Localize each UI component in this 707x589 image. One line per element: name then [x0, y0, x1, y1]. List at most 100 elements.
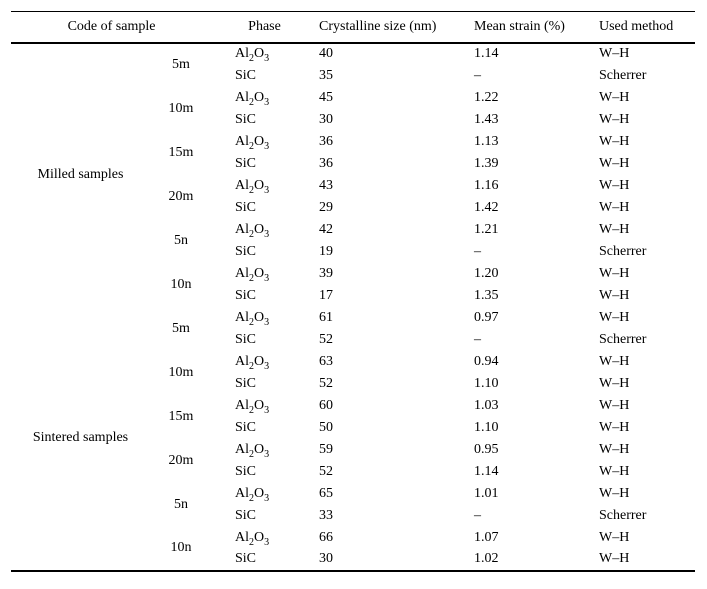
size-cell: 29: [319, 199, 333, 215]
table-row: SiC 36 1.39 W–H: [11, 153, 695, 175]
size-cell: 36: [319, 133, 333, 149]
phase-cell: Al2O3: [235, 309, 270, 328]
strain-cell: –: [474, 331, 481, 347]
size-cell: 52: [319, 375, 333, 391]
size-cell: 61: [319, 309, 333, 325]
size-cell: 17: [319, 287, 333, 303]
method-cell: W–H: [599, 419, 630, 435]
table-row: SiC 29 1.42 W–H: [11, 197, 695, 219]
size-cell: 43: [319, 177, 333, 193]
table-row: SiC 30 1.02 W–H: [11, 549, 695, 571]
strain-cell: 1.22: [474, 89, 499, 105]
strain-cell: 1.02: [474, 551, 499, 566]
strain-cell: 0.95: [474, 441, 499, 457]
sample-code: 20m: [168, 452, 194, 468]
table-row: SiC 17 1.35 W–H: [11, 285, 695, 307]
phase-cell: Al2O3: [235, 529, 270, 548]
strain-cell: 1.43: [474, 111, 499, 127]
size-cell: 59: [319, 441, 333, 457]
size-cell: 66: [319, 529, 333, 545]
phase-cell: SiC: [235, 199, 257, 215]
table-row: 10n Al2O3 39 1.20 W–H: [11, 263, 695, 292]
table-row: SiC 30 1.43 W–H: [11, 109, 695, 131]
sample-code: 15m: [168, 144, 194, 160]
sample-code: 10m: [168, 100, 194, 116]
phase-cell: Al2O3: [235, 89, 270, 108]
phase-cell: SiC: [235, 507, 257, 523]
size-cell: 52: [319, 463, 333, 479]
size-cell: 52: [319, 331, 333, 347]
phase-cell: Al2O3: [235, 397, 270, 416]
method-cell: W–H: [599, 265, 630, 281]
table-row: SiC 52 – Scherrer: [11, 329, 695, 351]
method-cell: W–H: [599, 177, 630, 193]
phase-cell: Al2O3: [235, 265, 270, 284]
crystallite-size-strain-table: Code of sample Phase Crystalline size (n…: [11, 11, 695, 572]
strain-cell: 1.35: [474, 287, 499, 303]
method-cell: W–H: [599, 89, 630, 105]
method-cell: W–H: [599, 375, 630, 391]
strain-cell: 1.07: [474, 529, 499, 545]
strain-cell: 0.94: [474, 353, 499, 369]
sample-code: 5m: [172, 320, 190, 336]
col-header-phase: Phase: [212, 11, 317, 44]
method-cell: W–H: [599, 221, 630, 237]
method-cell: W–H: [599, 309, 630, 325]
size-cell: 30: [319, 551, 333, 566]
strain-cell: 0.97: [474, 309, 499, 325]
table-row: 10m Al2O3 45 1.22 W–H: [11, 87, 695, 116]
size-cell: 42: [319, 221, 333, 237]
phase-cell: SiC: [235, 551, 257, 566]
phase-cell: Al2O3: [235, 485, 270, 504]
method-cell: W–H: [599, 441, 630, 457]
sample-code: 20m: [168, 188, 194, 204]
strain-cell: 1.20: [474, 265, 499, 281]
phase-cell: Al2O3: [235, 221, 270, 240]
method-cell: W–H: [599, 551, 630, 566]
group-label-sintered: Sintered samples: [32, 430, 129, 445]
table-row: SiC 33 – Scherrer: [11, 505, 695, 527]
method-cell: Scherrer: [599, 507, 647, 523]
strain-cell: 1.10: [474, 375, 499, 391]
strain-cell: –: [474, 243, 481, 259]
group-label-milled: Milled samples: [37, 167, 124, 182]
table-row: 15m Al2O3 60 1.03 W–H: [11, 395, 695, 424]
phase-cell: SiC: [235, 67, 257, 83]
sample-code: 10n: [170, 540, 192, 555]
strain-cell: 1.14: [474, 463, 499, 479]
size-cell: 45: [319, 89, 333, 105]
col-header-used-method: Used method: [597, 11, 695, 44]
phase-cell: SiC: [235, 375, 257, 391]
phase-cell: SiC: [235, 419, 257, 435]
table-row: 20m Al2O3 59 0.95 W–H: [11, 439, 695, 468]
phase-cell: Al2O3: [235, 46, 270, 64]
col-header-mean-strain: Mean strain (%): [472, 11, 597, 44]
method-cell: Scherrer: [599, 331, 647, 347]
header-row: Code of sample Phase Crystalline size (n…: [11, 11, 695, 44]
table-row: 20m Al2O3 43 1.16 W–H: [11, 175, 695, 204]
method-cell: W–H: [599, 463, 630, 479]
col-header-crystalline-size: Crystalline size (nm): [317, 11, 472, 44]
phase-cell: Al2O3: [235, 133, 270, 152]
strain-cell: 1.10: [474, 419, 499, 435]
size-cell: 36: [319, 155, 333, 171]
method-cell: W–H: [599, 287, 630, 303]
strain-cell: –: [474, 507, 481, 523]
strain-cell: –: [474, 67, 481, 83]
table-row: SiC 19 – Scherrer: [11, 241, 695, 263]
strain-cell: 1.13: [474, 133, 499, 149]
method-cell: W–H: [599, 529, 630, 545]
phase-cell: Al2O3: [235, 441, 270, 460]
sample-code: 5n: [174, 496, 188, 512]
method-cell: W–H: [599, 46, 630, 61]
phase-cell: Al2O3: [235, 353, 270, 372]
size-cell: 33: [319, 507, 333, 523]
sample-code: 5m: [172, 57, 190, 72]
phase-cell: SiC: [235, 155, 257, 171]
phase-cell: SiC: [235, 463, 257, 479]
size-cell: 50: [319, 419, 333, 435]
table-row: SiC 50 1.10 W–H: [11, 417, 695, 439]
size-cell: 60: [319, 397, 333, 413]
sample-code: 10n: [170, 276, 192, 292]
